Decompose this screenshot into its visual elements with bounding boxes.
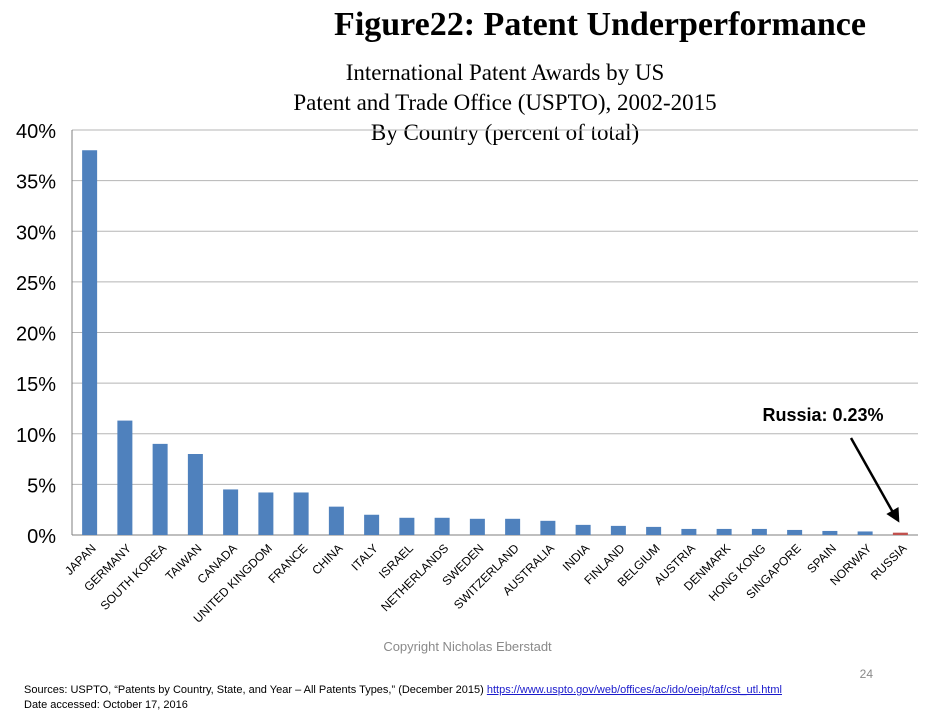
- bar: [223, 489, 239, 535]
- bar: [751, 528, 767, 535]
- annotation-arrow: [849, 437, 897, 518]
- annotation-arrowhead: [886, 507, 900, 523]
- y-tick-label: 30%: [16, 222, 56, 244]
- x-tick-label: CHINA: [309, 541, 345, 577]
- x-tick-label: RUSSIA: [868, 541, 909, 582]
- y-tick-label: 25%: [16, 273, 56, 295]
- bar: [117, 420, 133, 535]
- bar: [434, 517, 450, 535]
- bar: [822, 530, 838, 535]
- bar: [258, 492, 274, 535]
- x-tick-label: SOUTH KOREA: [98, 541, 170, 613]
- x-tick-label: FRANCE: [265, 541, 310, 586]
- bar: [681, 528, 697, 535]
- bar: [505, 518, 521, 535]
- bar: [716, 528, 732, 535]
- bar-highlight: [892, 532, 908, 535]
- y-tick-label: 20%: [16, 324, 56, 346]
- y-tick-label: 15%: [16, 374, 56, 396]
- bar-chart: 0%5%10%15%20%25%30%35%40%JAPANGERMANYSOU…: [16, 121, 918, 626]
- bar: [293, 492, 309, 535]
- y-tick-label: 0%: [27, 526, 56, 548]
- bar: [399, 517, 415, 535]
- bar: [610, 525, 626, 535]
- chart-subtitle-line-3: By Country (percent of total): [370, 120, 640, 145]
- bar: [469, 518, 485, 535]
- page-number: 24: [859, 667, 873, 681]
- y-tick-label: 40%: [16, 121, 56, 143]
- bar: [187, 454, 203, 535]
- sources-note: Sources: USPTO, “Patents by Country, Sta…: [24, 683, 924, 713]
- sources-text: Sources: USPTO, “Patents by Country, Sta…: [24, 684, 487, 696]
- bar: [575, 524, 591, 535]
- annotation-label: Russia: 0.23%: [762, 405, 883, 425]
- x-tick-label: ITALY: [349, 541, 381, 573]
- sources-link[interactable]: https://www.uspto.gov/web/offices/ac/ido…: [486, 684, 782, 696]
- date-accessed: Date accessed: October 17, 2016: [24, 699, 188, 711]
- bar: [540, 520, 556, 535]
- chart-subtitle-line-2: Patent and Trade Office (USPTO), 2002-20…: [293, 90, 717, 115]
- bar: [152, 443, 168, 535]
- bar: [646, 526, 662, 535]
- bar: [82, 150, 98, 535]
- bar: [328, 506, 344, 535]
- figure-title: Figure22: Patent Underperformance: [334, 6, 866, 43]
- bar: [857, 531, 873, 535]
- chart-subtitle-line-1: International Patent Awards by US: [345, 60, 665, 85]
- copyright-text: Copyright Nicholas Eberstadt: [383, 639, 552, 654]
- y-tick-label: 10%: [16, 425, 56, 447]
- bar: [787, 529, 803, 535]
- y-tick-label: 35%: [16, 172, 56, 194]
- bar: [364, 514, 380, 535]
- x-tick-label: INDIA: [560, 541, 593, 574]
- y-tick-label: 5%: [27, 475, 56, 497]
